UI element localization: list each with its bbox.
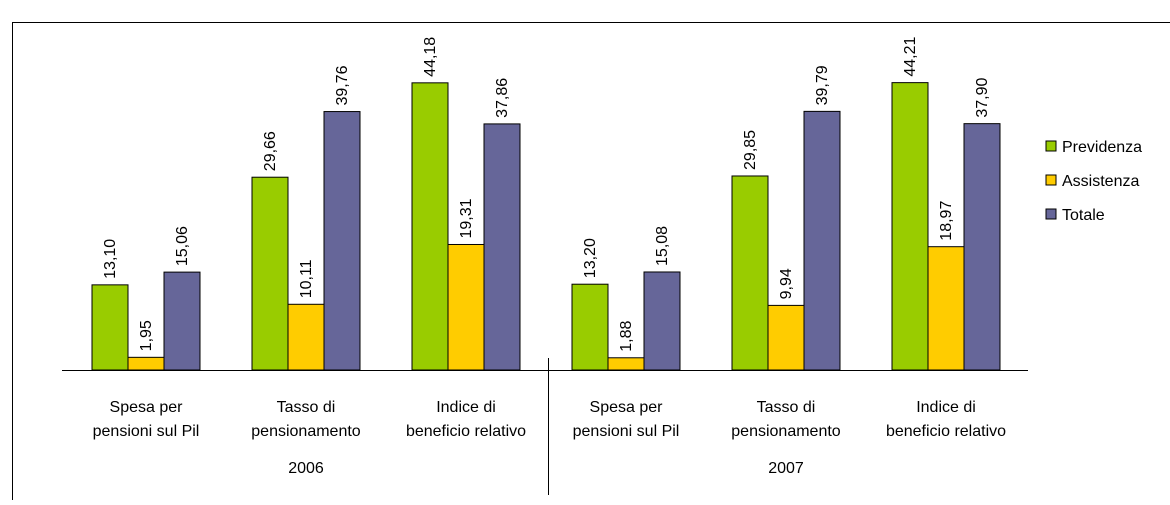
- bar: [92, 285, 128, 370]
- bar: [128, 357, 164, 370]
- value-label: 13,10: [102, 239, 119, 279]
- value-label: 18,97: [938, 201, 955, 241]
- value-label: 1,95: [138, 320, 155, 351]
- x-tick-label: beneficio relativo: [886, 423, 1006, 440]
- bar: [892, 83, 928, 370]
- legend-label: Totale: [1062, 207, 1105, 224]
- bar: [288, 304, 324, 370]
- value-label: 9,94: [778, 268, 795, 299]
- x-tick-label: Tasso di: [757, 399, 816, 416]
- value-label: 37,86: [494, 78, 511, 118]
- bar: [324, 112, 360, 370]
- value-label: 29,85: [742, 130, 759, 170]
- legend-label: Assistenza: [1062, 173, 1139, 190]
- bar: [644, 272, 680, 370]
- bar: [964, 124, 1000, 370]
- bar: [928, 247, 964, 370]
- x-tick-label: Spesa per: [110, 399, 184, 416]
- legend-swatch: [1046, 209, 1056, 219]
- x-tick-label: pensioni sul Pil: [573, 423, 680, 440]
- bar: [804, 111, 840, 370]
- bar: [572, 284, 608, 370]
- legend-swatch: [1046, 141, 1056, 151]
- legend-label: Previdenza: [1062, 139, 1142, 156]
- value-label: 44,21: [902, 36, 919, 76]
- value-label: 13,20: [582, 238, 599, 278]
- value-label: 15,06: [174, 226, 191, 266]
- value-label: 44,18: [422, 37, 439, 77]
- x-tick-label: pensionamento: [251, 423, 361, 440]
- x-tick-label: Indice di: [916, 399, 976, 416]
- legend-swatch: [1046, 175, 1056, 185]
- value-label: 1,88: [618, 321, 635, 352]
- value-label: 39,76: [334, 65, 351, 105]
- bar: [164, 272, 200, 370]
- x-tick-label: Tasso di: [277, 399, 336, 416]
- bar: [448, 244, 484, 370]
- value-label: 15,08: [654, 226, 671, 266]
- x-tick-label: pensioni sul Pil: [93, 423, 200, 440]
- bar: [608, 358, 644, 370]
- bar: [768, 305, 804, 370]
- value-label: 29,66: [262, 131, 279, 171]
- value-label: 19,31: [458, 198, 475, 238]
- bar: [484, 124, 520, 370]
- x-tick-label: pensionamento: [731, 423, 841, 440]
- value-label: 39,79: [814, 65, 831, 105]
- bar: [732, 176, 768, 370]
- x-tick-label: Indice di: [436, 399, 496, 416]
- group-label: 2006: [288, 460, 324, 477]
- group-label: 2007: [768, 460, 804, 477]
- x-tick-label: beneficio relativo: [406, 423, 526, 440]
- value-label: 37,90: [974, 78, 991, 118]
- x-tick-label: Spesa per: [590, 399, 664, 416]
- bar: [412, 83, 448, 370]
- value-label: 10,11: [298, 259, 315, 298]
- bar: [252, 177, 288, 370]
